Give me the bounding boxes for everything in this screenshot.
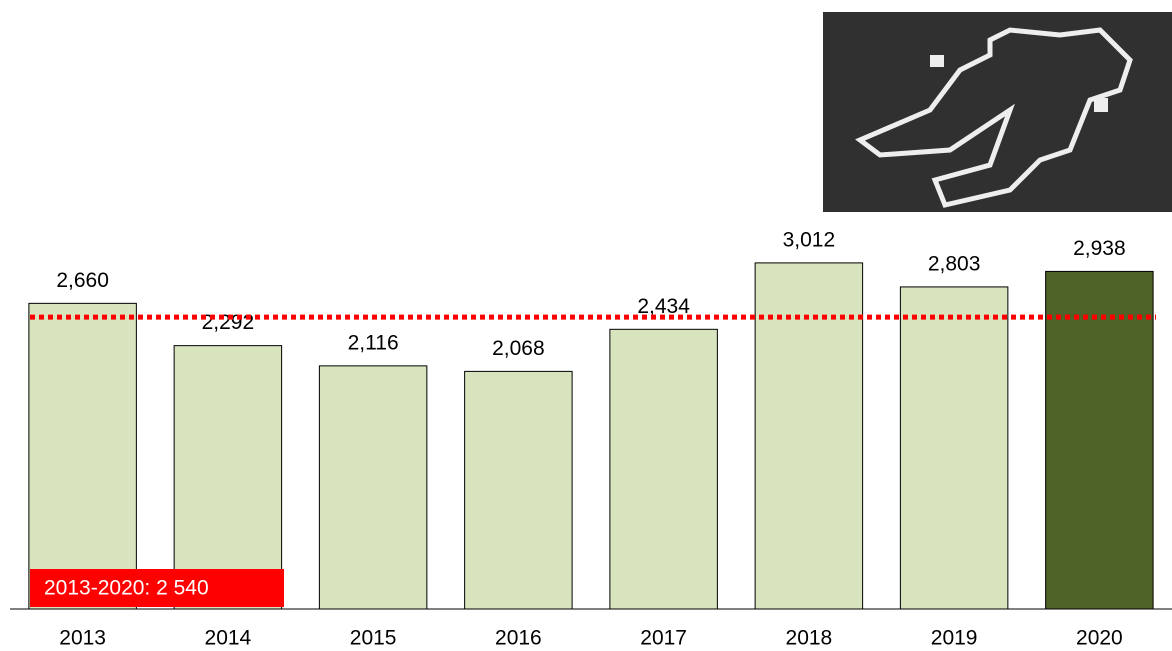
bar [318, 365, 428, 610]
bar [173, 345, 283, 610]
x-tick-label: 2014 [205, 627, 252, 650]
x-tick-label: 2018 [786, 627, 833, 650]
photo [823, 12, 1172, 212]
value-label: 2,660 [56, 269, 109, 292]
bar [1045, 270, 1154, 610]
bar [464, 370, 573, 610]
value-label: 2,434 [637, 295, 690, 318]
bar [899, 286, 1009, 610]
value-label: 2,292 [202, 311, 255, 334]
value-label: 2,068 [492, 337, 545, 360]
x-tick-label: 2020 [1076, 627, 1123, 650]
average-label-box [30, 569, 284, 607]
value-label: 2,938 [1073, 237, 1126, 260]
x-tick-label: 2013 [59, 627, 106, 650]
x-tick-label: 2019 [931, 627, 978, 650]
bar [609, 328, 718, 610]
value-label: 2,803 [928, 252, 981, 275]
value-label: 3,012 [783, 228, 836, 251]
x-tick-label: 2015 [350, 627, 397, 650]
x-tick-label: 2017 [640, 627, 687, 650]
bar [28, 302, 137, 610]
value-label: 2,116 [348, 331, 399, 354]
average-label: 2013-2020: 2 540 [44, 577, 209, 600]
x-tick-label: 2016 [495, 627, 542, 650]
bar [754, 262, 864, 610]
